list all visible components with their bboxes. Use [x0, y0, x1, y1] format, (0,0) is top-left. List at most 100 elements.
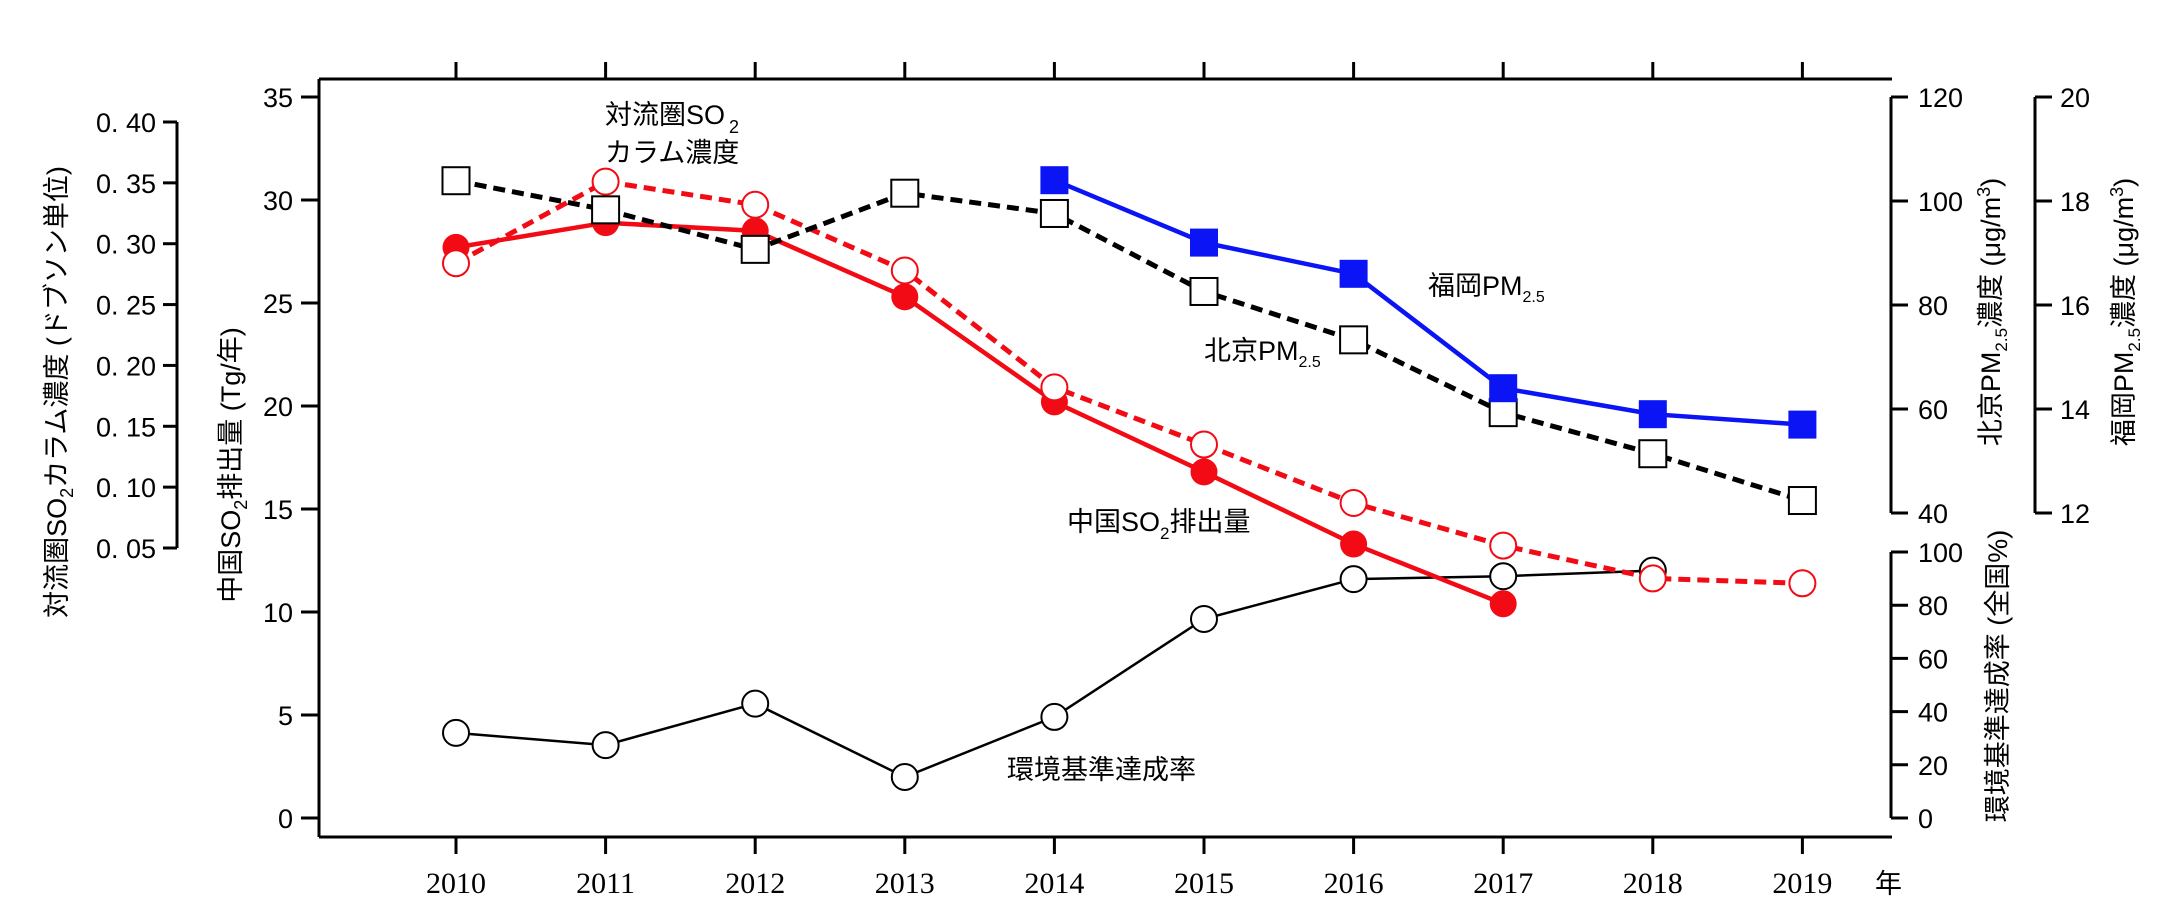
- emission-axis: 0 5 10 15 20 25 30 35: [263, 83, 319, 834]
- fukuoka-tick-label: 16: [2060, 291, 2090, 321]
- data-point: [1340, 530, 1368, 558]
- fukuoka-tick-label: 18: [2060, 187, 2090, 217]
- beijing-axis-title: 北京PM2.5濃度 (μg/m3): [1974, 178, 2011, 446]
- fukuoka-tick-label: 20: [2060, 83, 2090, 113]
- data-point: [1339, 325, 1369, 355]
- fukuoka-tick-label: 12: [2060, 499, 2090, 529]
- so2_column-tick-label: 0. 20: [96, 351, 156, 381]
- data-point: [740, 234, 770, 264]
- emission-tick-label: 0: [278, 804, 293, 834]
- data-point: [890, 763, 919, 792]
- data-point: [1788, 410, 1817, 439]
- x-tick-label: 2016: [1324, 867, 1384, 900]
- annotation-beijing-text: 北京PM: [1204, 336, 1299, 366]
- x-tick-label: 2018: [1623, 867, 1683, 900]
- emission-tick-label: 35: [263, 83, 293, 113]
- emission-tick-label: 15: [263, 495, 293, 525]
- attainment-tick-label: 100: [1918, 538, 1963, 568]
- annotation-so2-column-line1-text: 対流圏SO: [605, 100, 725, 130]
- attainment-axis: 0 20 40 60 80 100: [1889, 538, 1963, 834]
- series-line-beijing: [455, 178, 1804, 503]
- annotation-fukuoka-sub: 2.5: [1523, 289, 1545, 306]
- attainment-tick-label: 20: [1918, 751, 1948, 781]
- x-tick-label: 2015: [1174, 867, 1234, 900]
- so2_column-tick-label: 0. 15: [96, 412, 156, 442]
- emission-tick-label: 20: [263, 392, 293, 422]
- beijing-axis-title-sub: 2.5: [1992, 328, 2011, 352]
- data-point: [1488, 398, 1518, 428]
- data-point: [1339, 565, 1368, 594]
- data-point: [1638, 564, 1667, 593]
- series-so2_column: [442, 167, 1817, 598]
- so2_column-axis: 0. 05 0. 10 0. 15 0. 20 0. 25 0. 30 0. 35 0. 40: [96, 108, 179, 564]
- data-point: [890, 256, 919, 285]
- data-point: [1638, 400, 1667, 429]
- series-line-so2_column: [454, 178, 1803, 586]
- annotation-fukuoka-text: 福岡PM: [1428, 271, 1523, 301]
- x-tick-label: 2014: [1024, 867, 1084, 900]
- data-point: [741, 190, 770, 219]
- attainment-tick-label: 40: [1918, 698, 1948, 728]
- fukuoka-axis-title: 福岡PM2.5濃度 (μg/m3): [2107, 178, 2144, 446]
- x-tick-label: 2011: [576, 867, 635, 900]
- data-point: [1489, 590, 1517, 618]
- emission-axis-title: 中国SO2排出量 (Tg/年): [216, 327, 251, 603]
- data-point: [591, 167, 620, 196]
- beijing-axis-title-rest: 濃度 (μg/m: [1976, 197, 2006, 328]
- series-line-attainment: [455, 569, 1653, 779]
- so2_column-tick-label: 0. 05: [96, 534, 156, 564]
- emission-axis-title-main: 中国SO: [216, 510, 246, 603]
- emission-tick-label: 25: [263, 289, 293, 319]
- x-axis: 2010 2011 2012 2013 2014 2015 2016 2017 2018 2019: [426, 62, 1832, 900]
- fukuoka-tick-label: 14: [2060, 395, 2090, 425]
- fukuoka-axis: 12 14 16 18 20: [2033, 83, 2090, 529]
- data-point: [1039, 198, 1069, 228]
- data-point: [1788, 569, 1817, 598]
- axes-layer: 0. 05 0. 10 0. 15 0. 20 0. 25 0. 30 0. 35 0. 40…: [96, 62, 2090, 900]
- data-point: [591, 195, 621, 225]
- beijing-tick-label: 60: [1918, 395, 1948, 425]
- so2_column-tick-label: 0. 10: [96, 473, 156, 503]
- so2_column-tick-label: 0. 25: [96, 291, 156, 321]
- so2-column-axis-title-rest: カラム濃度 (ドブソン単位): [42, 166, 72, 488]
- attainment-tick-label: 60: [1918, 644, 1948, 674]
- data-point: [1040, 166, 1069, 195]
- data-point: [1787, 486, 1817, 516]
- data-point: [442, 718, 470, 747]
- annotation-so2-column-line1: 対流圏SO 2: [605, 100, 739, 137]
- beijing-axis-title-end: ): [1976, 178, 2006, 187]
- x-tick-label: 2010: [426, 867, 486, 900]
- data-point: [1489, 374, 1518, 403]
- x-tick-label: 2019: [1772, 867, 1832, 900]
- x-tick-label: 2013: [875, 867, 935, 900]
- fukuoka-axis-title-sup: 3: [2107, 187, 2127, 197]
- series-beijing: [441, 166, 1817, 516]
- annotation-beijing: 北京PM2.5: [1204, 336, 1321, 371]
- data-point: [591, 731, 620, 760]
- data-point: [441, 166, 471, 196]
- annotation-emission-rest: 排出量: [1169, 507, 1250, 537]
- beijing-tick-label: 40: [1918, 499, 1948, 529]
- annotation-fukuoka: 福岡PM2.5: [1428, 271, 1545, 306]
- x-axis-title: 年: [1875, 869, 1902, 899]
- annotation-emission-sub: 2: [1160, 524, 1169, 543]
- data-point: [1489, 531, 1518, 560]
- data-point: [1189, 276, 1219, 306]
- beijing-tick-label: 120: [1918, 83, 1963, 113]
- annotation-beijing-sub: 2.5: [1299, 354, 1321, 371]
- data-point: [891, 283, 919, 311]
- data-point: [1190, 605, 1218, 634]
- fukuoka-axis-title-end: ): [2109, 178, 2139, 187]
- series-layer: [441, 166, 1817, 792]
- data-point: [1489, 562, 1518, 591]
- data-point: [1638, 439, 1668, 469]
- annotation-attainment: 環境基準達成率: [1007, 755, 1196, 785]
- emission-axis-title-rest: 排出量 (Tg/年): [216, 327, 246, 500]
- data-point: [890, 178, 920, 208]
- so2_column-tick-label: 0. 30: [96, 230, 156, 260]
- series-attainment: [442, 556, 1667, 792]
- attainment-axis-title: 環境基準達成率 (全国%): [1983, 530, 2013, 823]
- beijing-axis: 40 60 80 100 120: [1889, 83, 1963, 529]
- so2_column-tick-label: 0. 40: [96, 108, 156, 138]
